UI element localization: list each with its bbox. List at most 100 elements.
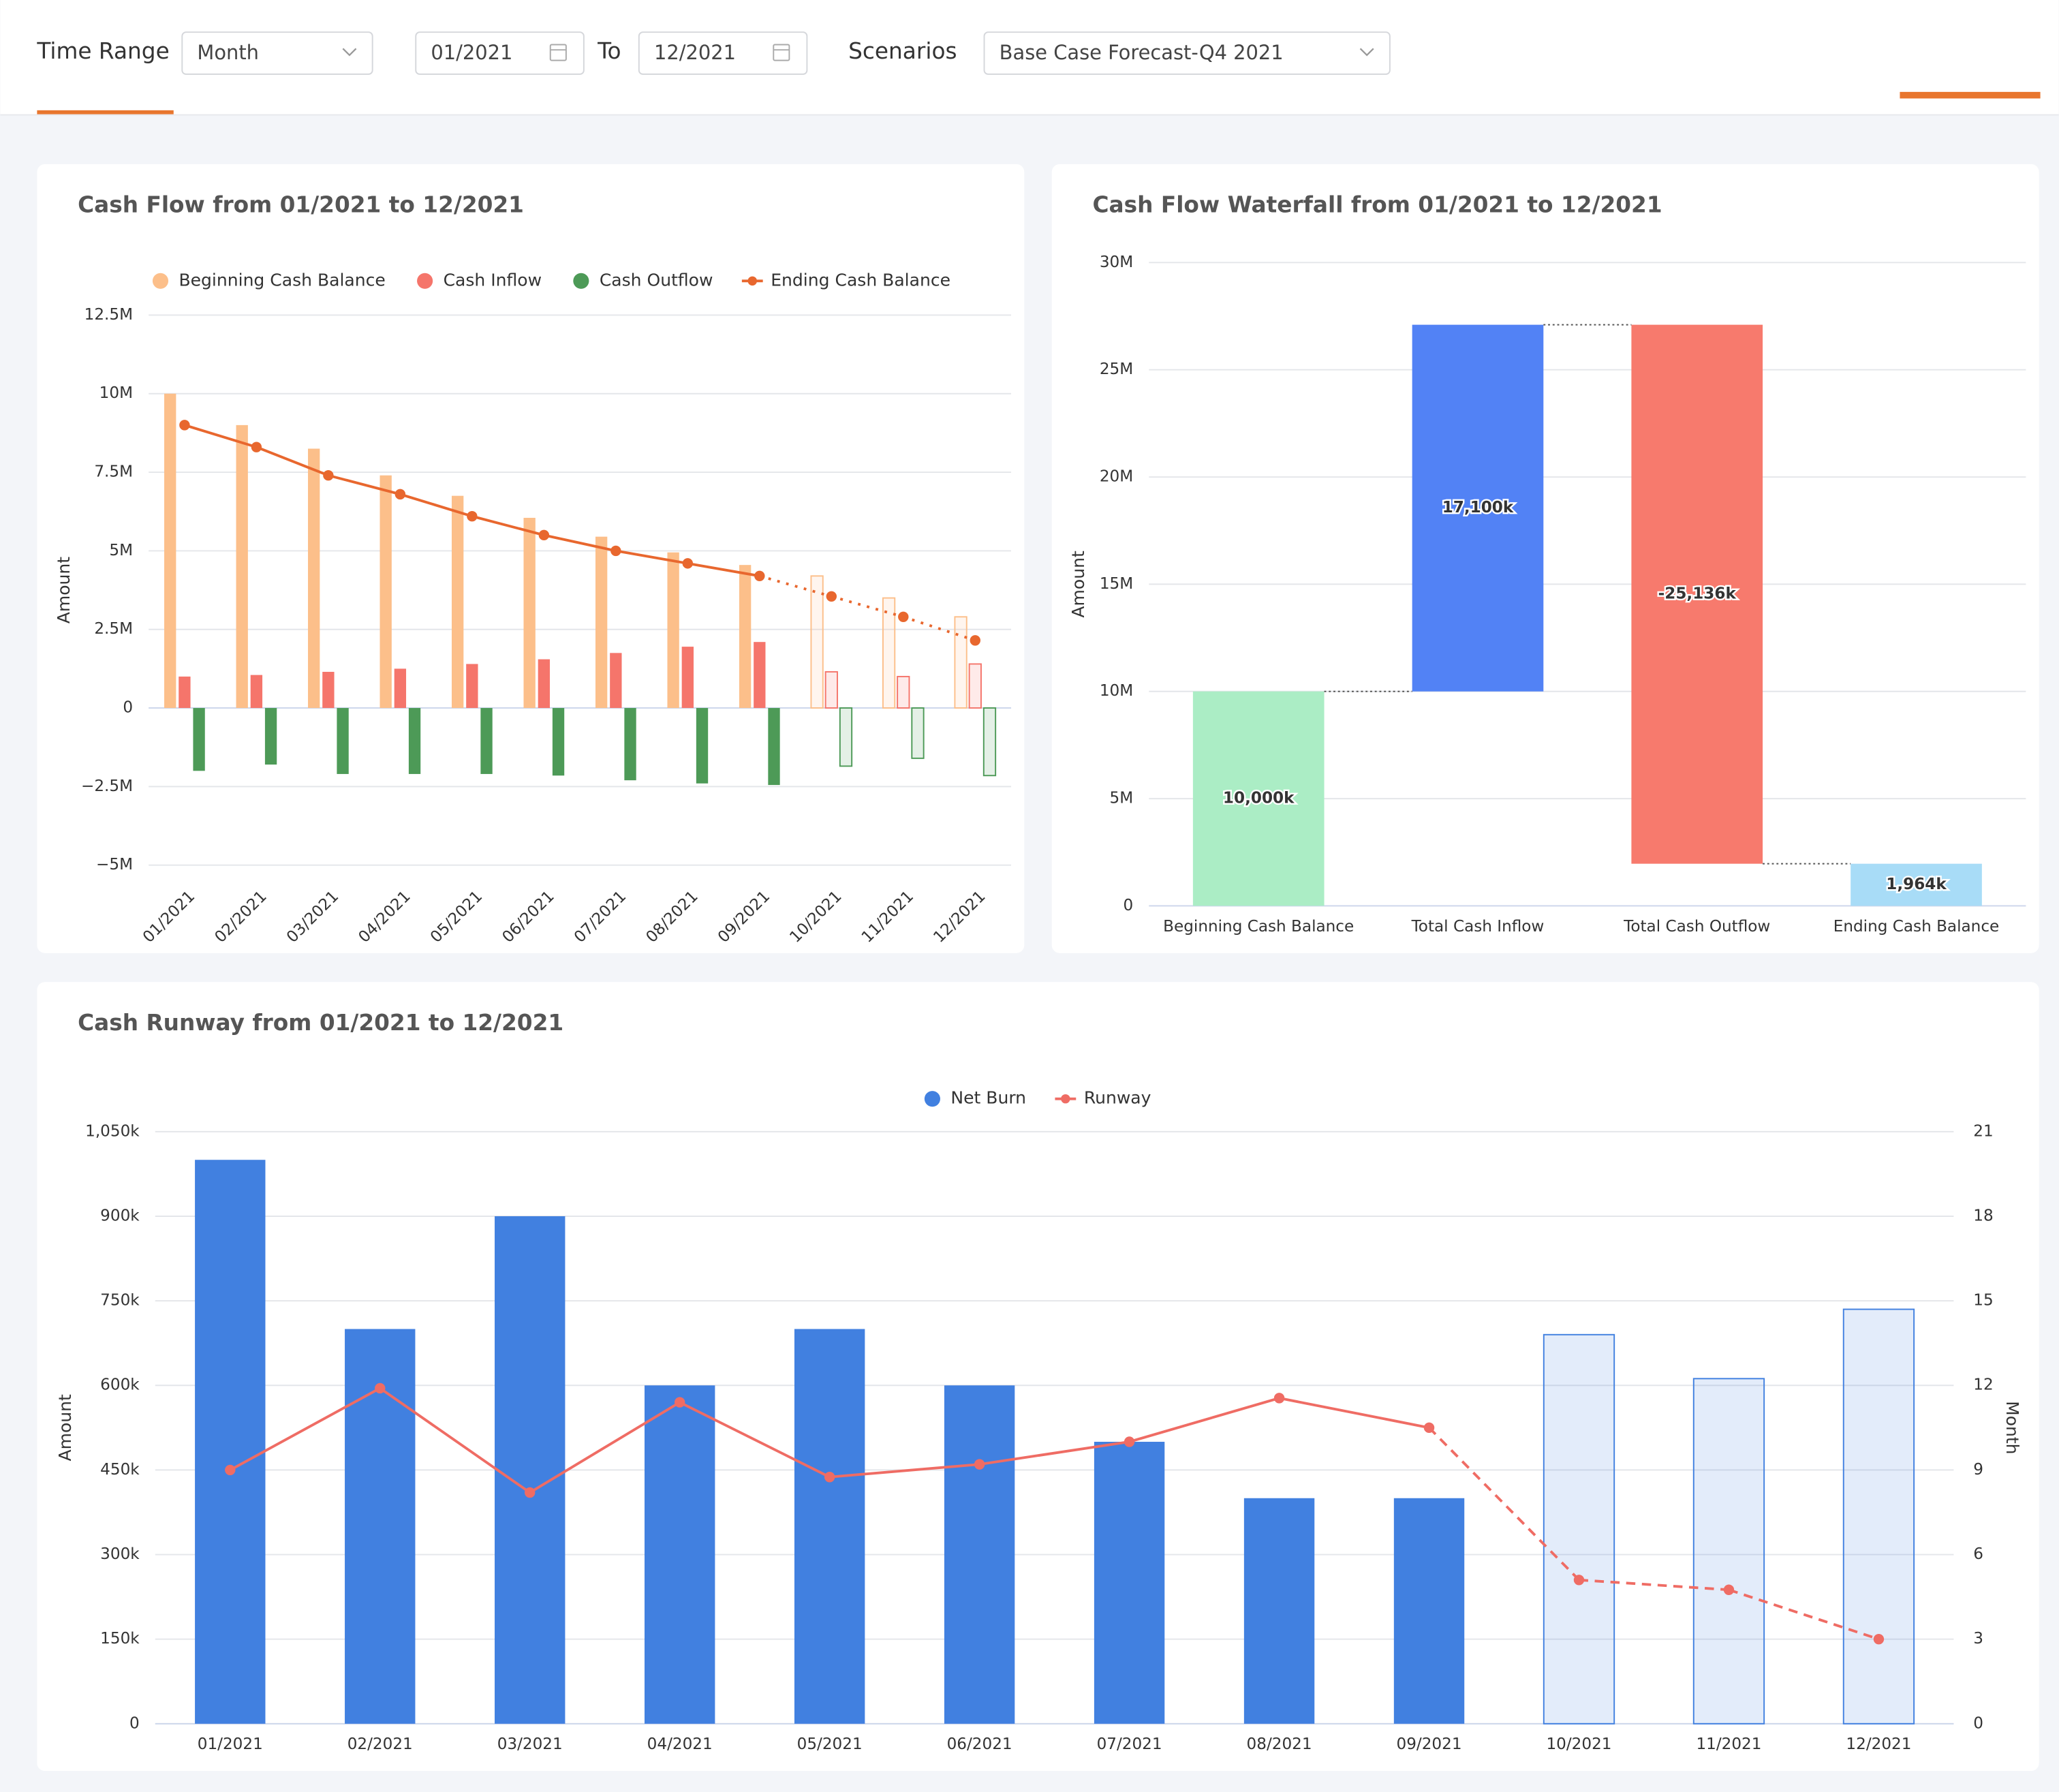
legend-marker <box>924 1091 940 1107</box>
legend-marker <box>1061 1094 1070 1104</box>
y-tick-label: 7.5M <box>94 463 133 481</box>
y-tick-label: 300k <box>100 1545 140 1563</box>
bar <box>408 708 421 774</box>
bar <box>380 475 392 709</box>
y2-tick-label: 6 <box>1973 1545 1983 1563</box>
bar <box>810 575 824 709</box>
x-tick-label: 02/2021 <box>347 1735 413 1753</box>
legend-marker <box>747 276 758 286</box>
line-segment <box>529 1401 681 1494</box>
x-tick-label: Beginning Cash Balance <box>1163 918 1354 936</box>
bar <box>595 536 608 709</box>
line-point <box>467 510 478 522</box>
line-point <box>1573 1575 1585 1586</box>
line-segment <box>829 1463 980 1479</box>
y-tick-label: −2.5M <box>81 777 133 795</box>
bar <box>308 448 320 709</box>
legend-label: Beginning Cash Balance <box>179 270 385 290</box>
y-tick-label: 5M <box>1110 790 1134 807</box>
line-segment <box>903 615 976 642</box>
line-segment <box>831 595 904 619</box>
line-segment <box>1728 1588 1880 1641</box>
line-segment <box>471 514 544 537</box>
line-point <box>824 1472 835 1483</box>
from-date-input[interactable]: 01/2021 <box>415 31 585 75</box>
bar <box>754 642 766 709</box>
bar <box>179 676 191 709</box>
to-label: To <box>597 38 621 64</box>
bar <box>523 517 536 709</box>
line-segment <box>184 424 257 449</box>
bar <box>1692 1378 1765 1725</box>
bar <box>624 708 636 781</box>
bar <box>345 1329 416 1724</box>
line-segment <box>1428 1426 1580 1581</box>
line-point <box>898 611 909 622</box>
bar <box>794 1329 865 1724</box>
bar <box>768 708 780 786</box>
line-point <box>970 635 980 646</box>
data-label: -25,136k <box>1658 585 1737 603</box>
y-tick-label: 600k <box>100 1376 140 1394</box>
bar <box>264 708 277 765</box>
line-segment <box>615 549 688 565</box>
select-value: Base Case Forecast-Q4 2021 <box>1000 41 1284 64</box>
bar <box>466 664 478 709</box>
line-segment <box>256 446 329 477</box>
legend-label: Net Burn <box>950 1088 1026 1108</box>
bar <box>164 393 176 709</box>
y-tick-label: 30M <box>1100 253 1133 271</box>
y-tick-label: 10M <box>1100 682 1133 700</box>
bar <box>739 565 752 709</box>
data-label: 1,964k <box>1886 876 1947 893</box>
bar <box>882 597 896 709</box>
y-tick-label: 25M <box>1100 360 1133 378</box>
y-axis-title: Amount <box>54 557 74 624</box>
line-point <box>538 529 550 541</box>
scenario-select[interactable]: Base Case Forecast-Q4 2021 <box>983 31 1391 75</box>
legend-label: Ending Cash Balance <box>771 270 950 290</box>
bar <box>897 675 910 709</box>
y-tick-label: 450k <box>100 1461 140 1479</box>
to-date-input[interactable]: 12/2021 <box>638 31 808 75</box>
bar <box>1192 691 1325 906</box>
x-tick-label: 05/2021 <box>797 1735 863 1753</box>
bar <box>480 708 493 774</box>
y-tick-label: 750k <box>100 1292 140 1310</box>
legend-marker <box>152 273 169 289</box>
bar <box>1543 1333 1615 1725</box>
bar <box>236 424 248 709</box>
y-tick-label: 1,050k <box>85 1122 140 1140</box>
y-tick-label: 20M <box>1100 468 1133 486</box>
x-tick-label: 01/2021 <box>198 1735 263 1753</box>
y-tick-label: 15M <box>1100 575 1133 593</box>
line-segment <box>759 574 832 598</box>
y-tick-label: 12.5M <box>84 306 133 324</box>
bar <box>839 707 853 767</box>
bar <box>911 707 925 759</box>
bar <box>193 708 205 771</box>
bar <box>954 616 967 709</box>
y2-tick-label: 21 <box>1973 1122 1993 1140</box>
y-tick-label: 5M <box>109 542 133 559</box>
data-label: 17,100k <box>1442 499 1514 516</box>
y-tick-label: 0 <box>129 1714 140 1732</box>
time-range-label: Time Range <box>36 38 169 64</box>
bar <box>1412 324 1544 692</box>
x-tick-label: Ending Cash Balance <box>1833 918 2000 936</box>
time-range-select[interactable]: Month <box>181 31 373 75</box>
bar <box>667 552 679 709</box>
y-axis-title: Amount <box>1068 551 1088 618</box>
y2-axis-title: Month <box>2002 1401 2022 1454</box>
y2-tick-label: 18 <box>1973 1207 1993 1224</box>
line-point <box>1124 1436 1135 1447</box>
bar <box>451 495 464 709</box>
line-point <box>394 489 406 500</box>
line-point <box>610 545 621 557</box>
y-tick-label: 10M <box>99 384 133 402</box>
bar <box>495 1216 566 1724</box>
date-value: 12/2021 <box>654 41 736 64</box>
line-point <box>826 591 837 602</box>
chart-title: Cash Runway from 01/2021 to 12/2021 <box>78 1010 563 1036</box>
